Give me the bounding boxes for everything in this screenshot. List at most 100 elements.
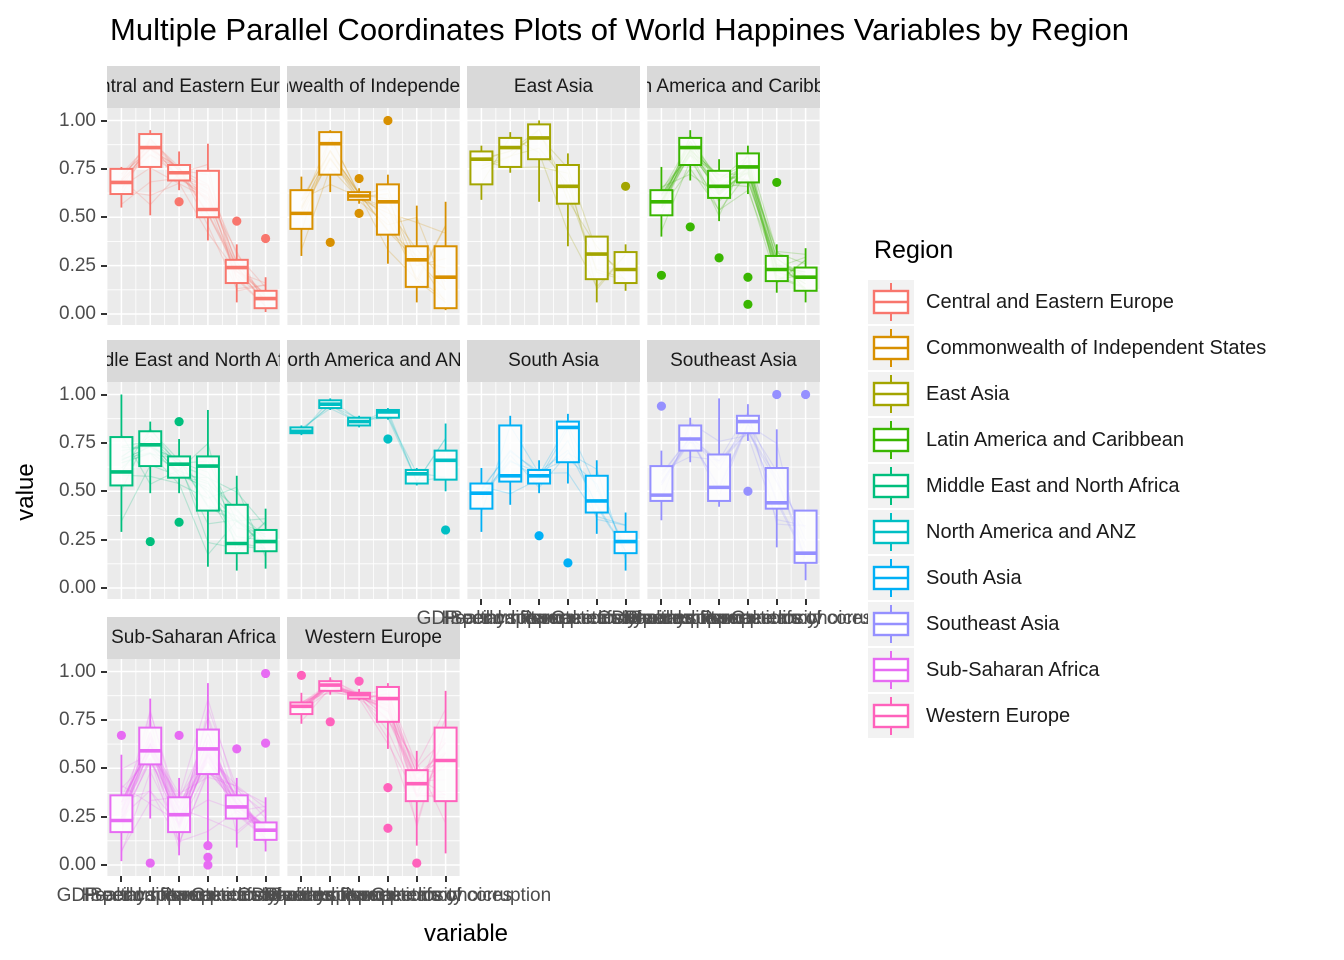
facet-plot-commonwealth-of-independent-states bbox=[286, 108, 461, 325]
legend-title: Region bbox=[874, 236, 954, 264]
x-axis-tick bbox=[444, 876, 447, 882]
x-axis-tick bbox=[178, 876, 181, 882]
x-tick-label: Healthy life expectancy bbox=[81, 885, 277, 906]
facet-panel-southeast-asia bbox=[646, 382, 821, 599]
y-tick-label: 0.75 bbox=[59, 708, 96, 730]
x-axis-tick bbox=[480, 599, 483, 605]
y-axis-tick bbox=[101, 119, 107, 122]
y-tick-label: 1.00 bbox=[59, 660, 96, 682]
x-axis-tick bbox=[386, 876, 389, 882]
facet-plot-southeast-asia bbox=[646, 382, 821, 599]
y-tick-label: 0.00 bbox=[59, 303, 96, 324]
y-tick-label: 1.00 bbox=[59, 109, 96, 131]
facet-plot-sub-saharan-africa bbox=[106, 659, 281, 876]
y-tick-label: 0.50 bbox=[59, 206, 96, 228]
x-axis-tick bbox=[746, 599, 749, 605]
x-axis-tick bbox=[689, 599, 692, 605]
x-axis-tick bbox=[538, 599, 541, 605]
facet-strip-central-and-eastern-europe: Central and Eastern Europe bbox=[107, 66, 280, 108]
y-tick-label: 0.25 bbox=[59, 254, 96, 276]
legend-key-boxplot-icon bbox=[868, 510, 914, 554]
facet-strip-south-asia: South Asia bbox=[467, 340, 640, 382]
facet-plot-latin-america-and-caribbean bbox=[646, 108, 821, 325]
y-tick-label: 1.00 bbox=[59, 383, 96, 405]
chart-title: Multiple Parallel Coordinates Plots of W… bbox=[110, 12, 1129, 47]
facet-panel-latin-america-and-caribbean bbox=[646, 108, 821, 325]
legend-entry-southeast-asia: Southeast Asia bbox=[868, 601, 1266, 647]
facet-strip-north-america-and-anz: North America and ANZ bbox=[287, 340, 460, 382]
legend-entry-label: East Asia bbox=[926, 382, 1010, 405]
y-axis-title: value bbox=[12, 463, 39, 521]
legend-entry-central-and-eastern-europe: Central and Eastern Europe bbox=[868, 279, 1266, 325]
facet-panel-sub-saharan-africa bbox=[106, 659, 281, 876]
y-axis-tick bbox=[101, 767, 107, 770]
legend-entry-label: Western Europe bbox=[926, 704, 1071, 727]
x-tick-label: Generosity bbox=[190, 885, 283, 906]
legend-key-boxplot-icon bbox=[868, 602, 914, 646]
legend-entry-label: South Asia bbox=[926, 566, 1022, 589]
y-tick-label: 0.25 bbox=[59, 528, 96, 550]
x-tick-label: GDP per capita bbox=[56, 885, 187, 906]
facet-strip-label: Middle East and North Africa bbox=[107, 350, 280, 371]
facet-strip-label: Sub-Saharan Africa bbox=[111, 627, 276, 648]
legend-entry-label: Southeast Asia bbox=[926, 612, 1060, 635]
x-tick-label: Freedom to make life choices bbox=[443, 608, 692, 629]
facet-strip-southeast-asia: Southeast Asia bbox=[647, 340, 820, 382]
facet-panel-south-asia bbox=[466, 382, 641, 599]
x-tick-label: Generosity bbox=[550, 608, 643, 629]
facet-strip-western-europe: Western Europe bbox=[287, 617, 460, 659]
x-tick-label: Social support bbox=[450, 608, 571, 629]
y-tick-label: 0.00 bbox=[59, 577, 96, 598]
x-tick-label: Social support bbox=[90, 885, 211, 906]
x-axis-tick bbox=[264, 876, 267, 882]
x-tick-label: Social support bbox=[270, 885, 391, 906]
x-axis-tick bbox=[718, 599, 721, 605]
x-axis-tick bbox=[120, 876, 123, 882]
x-axis-tick bbox=[206, 876, 209, 882]
y-tick-label: 0.50 bbox=[59, 757, 96, 779]
legend-entry-latin-america-and-caribbean: Latin America and Caribbean bbox=[868, 417, 1266, 463]
y-axis-tick bbox=[101, 490, 107, 493]
legend-entry-label: Latin America and Caribbean bbox=[926, 428, 1184, 451]
x-axis-tick bbox=[624, 599, 627, 605]
legend-entry-sub-saharan-africa: Sub-Saharan Africa bbox=[868, 647, 1266, 693]
legend-key-boxplot-icon bbox=[868, 372, 914, 416]
facet-plot-north-america-and-anz bbox=[286, 382, 461, 599]
y-axis-tick bbox=[101, 264, 107, 267]
facet-plot-east-asia bbox=[466, 108, 641, 325]
facet-strip-east-asia: East Asia bbox=[467, 66, 640, 108]
x-tick-label: Perceptions of corruption bbox=[159, 885, 372, 906]
facet-panel-commonwealth-of-independent-states bbox=[286, 108, 461, 325]
y-tick-label: 0.75 bbox=[59, 431, 96, 453]
legend-key-boxplot-icon bbox=[868, 464, 914, 508]
x-tick-label: GDP per capita bbox=[416, 608, 547, 629]
legend-key-boxplot-icon bbox=[868, 326, 914, 370]
facet-strip-label: Western Europe bbox=[305, 627, 442, 648]
legend-entries: Central and Eastern Europe Commonwealth o… bbox=[868, 279, 1266, 739]
x-tick-label: Perceptions of corruption bbox=[519, 608, 732, 629]
y-axis-tick bbox=[101, 393, 107, 396]
x-axis-tick bbox=[509, 599, 512, 605]
y-axis-tick bbox=[101, 587, 107, 589]
x-tick-label: Freedom to make life choices bbox=[83, 885, 332, 906]
x-axis-tick bbox=[566, 599, 569, 605]
legend-entry-label: North America and ANZ bbox=[926, 520, 1137, 543]
x-tick-label: Generosity bbox=[370, 885, 463, 906]
legend-entry-commonwealth-of-independent-states: Commonwealth of Independent States bbox=[868, 325, 1266, 371]
legend-entry-label: Middle East and North Africa bbox=[926, 474, 1180, 497]
facet-strip-label: Commonwealth of Independent States bbox=[287, 76, 460, 97]
x-tick-label: Healthy life expectancy bbox=[261, 885, 457, 906]
facet-plot-south-asia bbox=[466, 382, 641, 599]
legend-entry-east-asia: East Asia bbox=[868, 371, 1266, 417]
facet-panel-western-europe bbox=[286, 659, 461, 876]
y-axis-tick bbox=[101, 670, 107, 673]
x-tick-label: Perceptions of corruption bbox=[339, 885, 552, 906]
x-axis-tick bbox=[415, 876, 418, 882]
x-axis-tick bbox=[149, 876, 152, 882]
y-axis-tick bbox=[101, 313, 107, 315]
x-axis-tick bbox=[595, 599, 598, 605]
facet-strip-label: North America and ANZ bbox=[287, 350, 460, 371]
x-tick-label: Freedom to make life choices bbox=[263, 885, 512, 906]
facet-strip-label: Southeast Asia bbox=[670, 350, 797, 371]
